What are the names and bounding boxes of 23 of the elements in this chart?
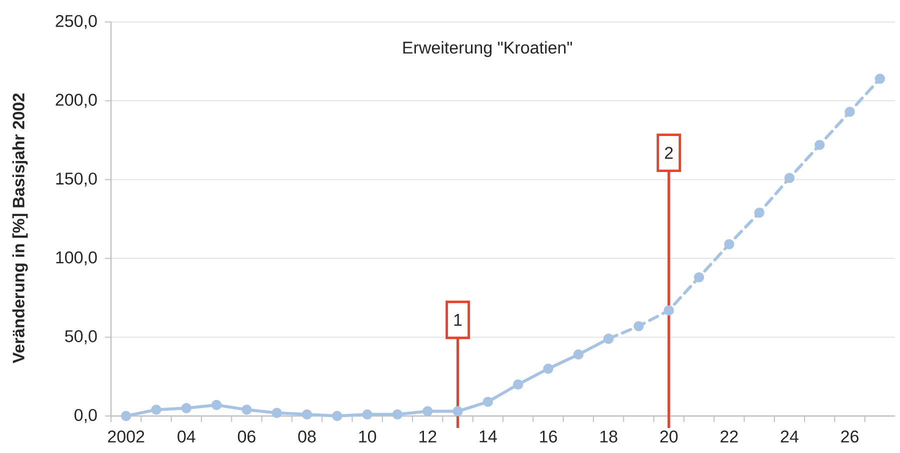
x-tick-label: 26 [841,430,858,443]
x-tick-label: 22 [720,430,738,442]
x-tick-label: 2002 [108,430,144,443]
x-tick-label: 16 [540,430,557,443]
y-tick-label: 200,0 [56,94,97,108]
x-tick-label: 12 [419,430,436,442]
x-tick-label: 20 [660,430,678,443]
annotation: 2 [664,146,673,159]
y-tick-label: 0,0 [74,408,97,424]
x-tick-label: 08 [298,430,316,443]
x-tick-label: 18 [600,430,618,443]
x-tick-label: 10 [359,430,376,443]
x-tick-label: 06 [238,430,256,443]
y-tick-label: 150,0 [56,172,97,187]
x-tick-label: 14 [480,430,497,442]
y-tick-label: 250,0 [56,14,97,30]
y-axis-title: Veränderung in [%] Basisjahr 2002 [12,93,28,364]
y-tick-label: 100,0 [56,251,97,266]
y-tick-label: 50,0 [65,330,97,344]
text: Erweiterung "Kroatien" [403,41,572,58]
x-tick-label: 04 [178,430,196,443]
x-tick-label: 24 [780,430,798,442]
annotation: 1 [454,314,462,326]
